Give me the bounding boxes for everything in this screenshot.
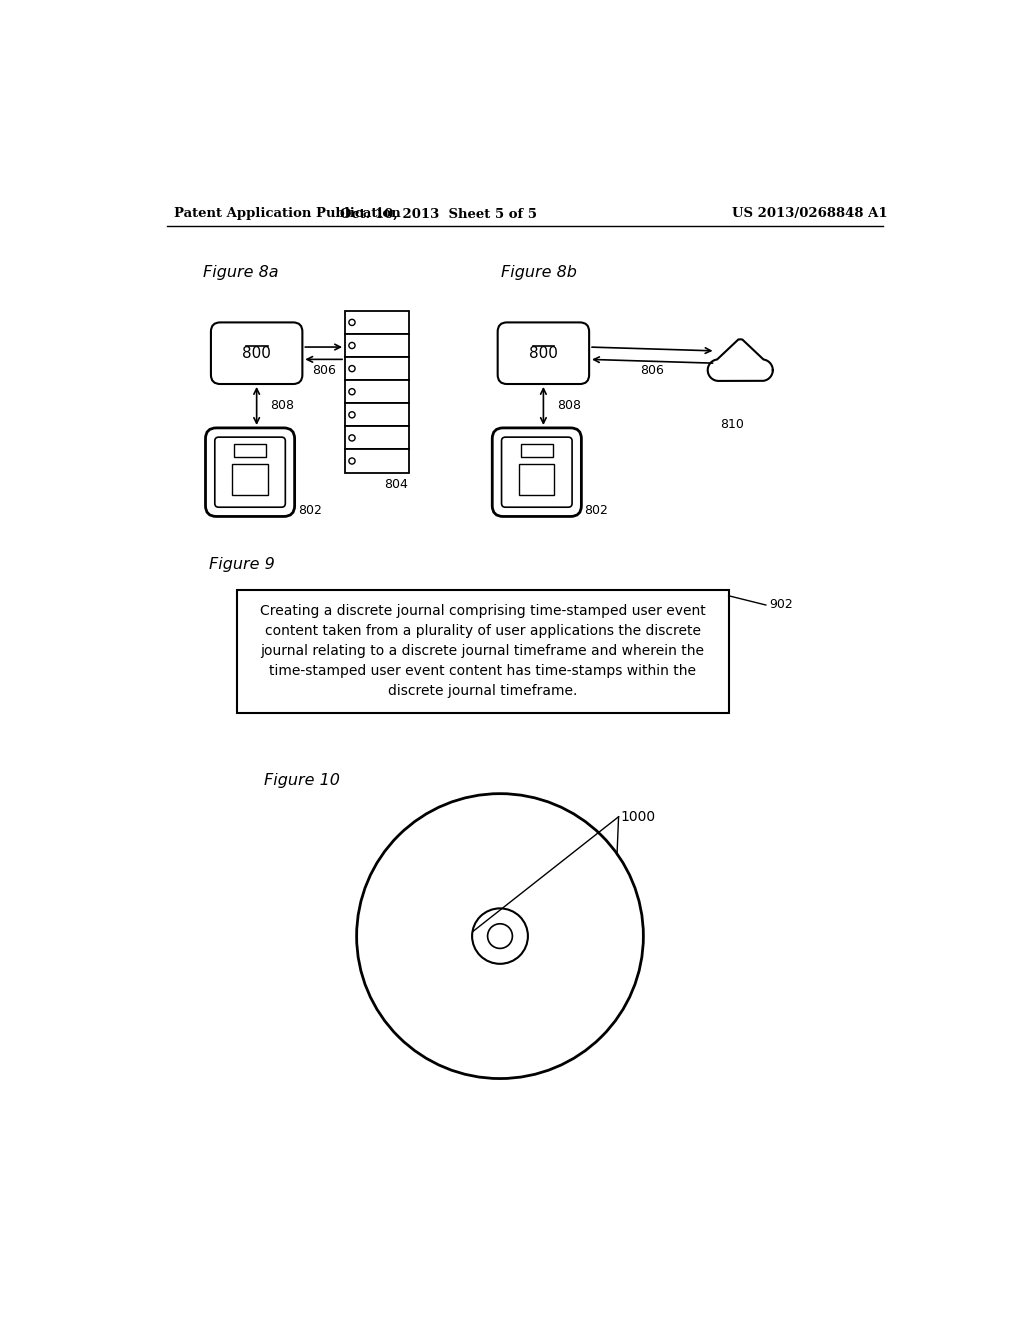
Circle shape (730, 368, 751, 388)
Bar (519, 463, 554, 495)
Bar (345, 334, 409, 358)
Text: Patent Application Publication: Patent Application Publication (174, 207, 401, 220)
FancyBboxPatch shape (493, 428, 582, 516)
Circle shape (740, 348, 768, 376)
Text: 806: 806 (640, 363, 665, 376)
Bar (237, 590, 729, 713)
Circle shape (356, 793, 643, 1078)
Text: 1000: 1000 (621, 809, 655, 824)
FancyBboxPatch shape (215, 437, 286, 507)
Bar (345, 426, 409, 449)
Circle shape (349, 366, 355, 372)
Circle shape (713, 348, 740, 376)
FancyBboxPatch shape (206, 428, 295, 516)
Text: 808: 808 (270, 400, 295, 412)
Text: Figure 8b: Figure 8b (501, 265, 577, 280)
Circle shape (349, 412, 355, 418)
Text: 800: 800 (529, 346, 558, 360)
Text: 806: 806 (311, 363, 336, 376)
Text: 802: 802 (298, 504, 322, 517)
Text: Figure 9: Figure 9 (209, 557, 275, 573)
Bar (345, 380, 409, 404)
Bar (521, 444, 553, 457)
Circle shape (349, 319, 355, 326)
Text: Oct. 10, 2013  Sheet 5 of 5: Oct. 10, 2013 Sheet 5 of 5 (340, 207, 537, 220)
Bar (345, 450, 409, 473)
Text: 810: 810 (721, 417, 744, 430)
Circle shape (349, 434, 355, 441)
FancyBboxPatch shape (211, 322, 302, 384)
Text: Figure 10: Figure 10 (263, 774, 340, 788)
FancyBboxPatch shape (502, 437, 572, 507)
Bar (345, 404, 409, 426)
Bar (345, 358, 409, 380)
Text: 802: 802 (585, 504, 608, 517)
Bar (232, 463, 267, 495)
Circle shape (723, 339, 758, 374)
Text: US 2013/0268848 A1: US 2013/0268848 A1 (732, 207, 888, 220)
FancyBboxPatch shape (498, 322, 589, 384)
Circle shape (472, 908, 528, 964)
Circle shape (349, 458, 355, 465)
Circle shape (349, 342, 355, 348)
Text: Creating a discrete journal comprising time-stamped user event
content taken fro: Creating a discrete journal comprising t… (260, 605, 706, 698)
Text: Figure 8a: Figure 8a (203, 265, 279, 280)
Bar (234, 444, 266, 457)
Circle shape (751, 359, 773, 381)
Circle shape (741, 367, 761, 385)
Text: 808: 808 (557, 400, 582, 412)
Bar (345, 312, 409, 334)
Text: 800: 800 (243, 346, 271, 360)
Circle shape (349, 388, 355, 395)
Text: 902: 902 (769, 598, 793, 611)
Text: 804: 804 (385, 478, 409, 491)
Circle shape (720, 367, 738, 385)
Circle shape (487, 924, 512, 949)
Circle shape (708, 359, 729, 381)
